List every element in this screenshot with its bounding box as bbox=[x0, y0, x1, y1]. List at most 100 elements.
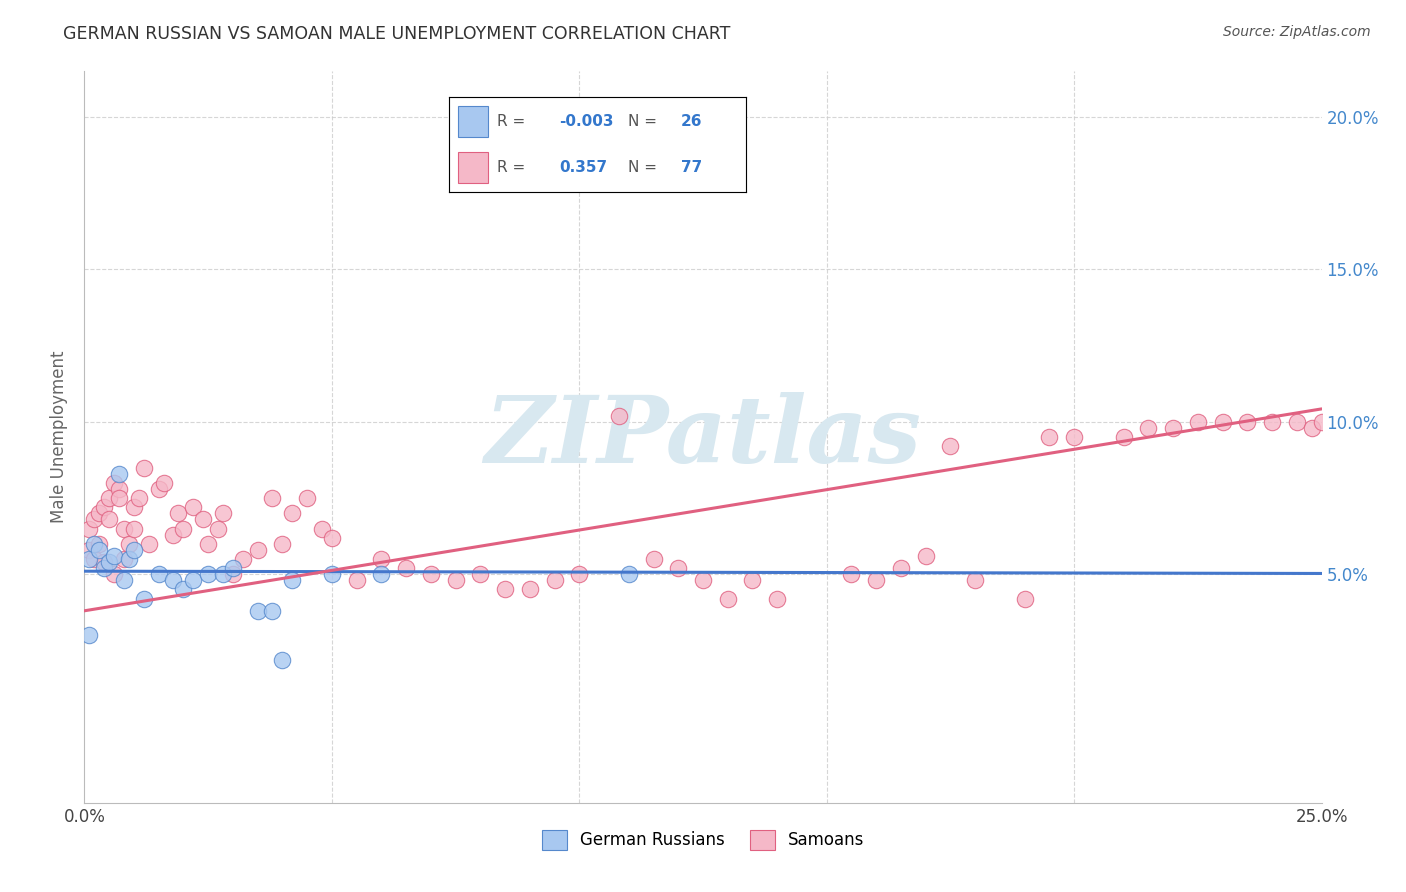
Point bbox=[212, 506, 235, 520]
Point bbox=[98, 512, 121, 526]
Point bbox=[281, 574, 304, 588]
Point bbox=[321, 531, 343, 545]
Point bbox=[148, 482, 170, 496]
Point bbox=[118, 552, 141, 566]
Point bbox=[108, 467, 131, 481]
Point bbox=[939, 439, 962, 453]
Point bbox=[692, 574, 714, 588]
Point bbox=[162, 574, 184, 588]
Point bbox=[93, 561, 115, 575]
Point bbox=[494, 582, 516, 597]
Point bbox=[103, 475, 125, 490]
Point bbox=[162, 527, 184, 541]
Point bbox=[103, 567, 125, 582]
Point bbox=[212, 567, 235, 582]
Point bbox=[108, 491, 131, 505]
Point bbox=[470, 567, 492, 582]
Point bbox=[741, 574, 763, 588]
Point bbox=[1014, 591, 1036, 606]
Point bbox=[543, 574, 565, 588]
Point bbox=[321, 567, 343, 582]
Point bbox=[79, 521, 101, 535]
Point bbox=[311, 521, 333, 535]
Point bbox=[93, 555, 115, 569]
Point bbox=[717, 591, 740, 606]
Point bbox=[79, 628, 101, 642]
Point bbox=[172, 582, 194, 597]
Point bbox=[914, 549, 936, 563]
Point bbox=[89, 542, 111, 557]
Point bbox=[122, 542, 145, 557]
Point bbox=[370, 567, 392, 582]
Point bbox=[1063, 430, 1085, 444]
Point bbox=[98, 555, 121, 569]
Point bbox=[262, 604, 284, 618]
Point bbox=[122, 521, 145, 535]
Point bbox=[1212, 415, 1234, 429]
Point bbox=[128, 491, 150, 505]
Point bbox=[232, 552, 254, 566]
Point bbox=[83, 537, 105, 551]
Point bbox=[89, 506, 111, 520]
Point bbox=[1310, 415, 1333, 429]
Point bbox=[1285, 415, 1308, 429]
Point bbox=[112, 521, 135, 535]
Point bbox=[1261, 415, 1284, 429]
Point bbox=[419, 567, 441, 582]
Point bbox=[108, 482, 131, 496]
Point bbox=[395, 561, 418, 575]
Point bbox=[191, 512, 214, 526]
Legend: German Russians, Samoans: German Russians, Samoans bbox=[534, 823, 872, 856]
Point bbox=[148, 567, 170, 582]
Point bbox=[346, 574, 368, 588]
Point bbox=[766, 591, 789, 606]
Text: ZIPatlas: ZIPatlas bbox=[485, 392, 921, 482]
Point bbox=[271, 537, 294, 551]
Point bbox=[222, 567, 245, 582]
Point bbox=[865, 574, 887, 588]
Point bbox=[83, 512, 105, 526]
Point bbox=[83, 552, 105, 566]
Point bbox=[222, 561, 245, 575]
Point bbox=[152, 475, 174, 490]
Point bbox=[112, 552, 135, 566]
Point bbox=[271, 652, 294, 666]
Point bbox=[98, 491, 121, 505]
Y-axis label: Male Unemployment: Male Unemployment bbox=[51, 351, 69, 524]
Point bbox=[281, 506, 304, 520]
Point bbox=[79, 552, 101, 566]
Point bbox=[197, 537, 219, 551]
Point bbox=[643, 552, 665, 566]
Point bbox=[118, 537, 141, 551]
Point bbox=[89, 537, 111, 551]
Point bbox=[370, 552, 392, 566]
Point bbox=[295, 491, 318, 505]
Point bbox=[207, 521, 229, 535]
Point bbox=[122, 500, 145, 515]
Point bbox=[167, 506, 190, 520]
Point bbox=[262, 491, 284, 505]
Point bbox=[103, 549, 125, 563]
Point bbox=[890, 561, 912, 575]
Point bbox=[197, 567, 219, 582]
Point bbox=[617, 567, 640, 582]
Point bbox=[965, 574, 987, 588]
Point bbox=[93, 500, 115, 515]
Point bbox=[1038, 430, 1060, 444]
Point bbox=[1161, 421, 1184, 435]
Text: Source: ZipAtlas.com: Source: ZipAtlas.com bbox=[1223, 25, 1371, 39]
Point bbox=[519, 582, 541, 597]
Point bbox=[1137, 421, 1160, 435]
Point bbox=[1112, 430, 1135, 444]
Point bbox=[181, 574, 204, 588]
Point bbox=[607, 409, 630, 423]
Point bbox=[841, 567, 863, 582]
Point bbox=[246, 542, 269, 557]
Point bbox=[181, 500, 204, 515]
Point bbox=[444, 574, 467, 588]
Point bbox=[568, 567, 591, 582]
Point bbox=[172, 521, 194, 535]
Point bbox=[132, 460, 155, 475]
Text: GERMAN RUSSIAN VS SAMOAN MALE UNEMPLOYMENT CORRELATION CHART: GERMAN RUSSIAN VS SAMOAN MALE UNEMPLOYME… bbox=[63, 25, 731, 43]
Point bbox=[112, 574, 135, 588]
